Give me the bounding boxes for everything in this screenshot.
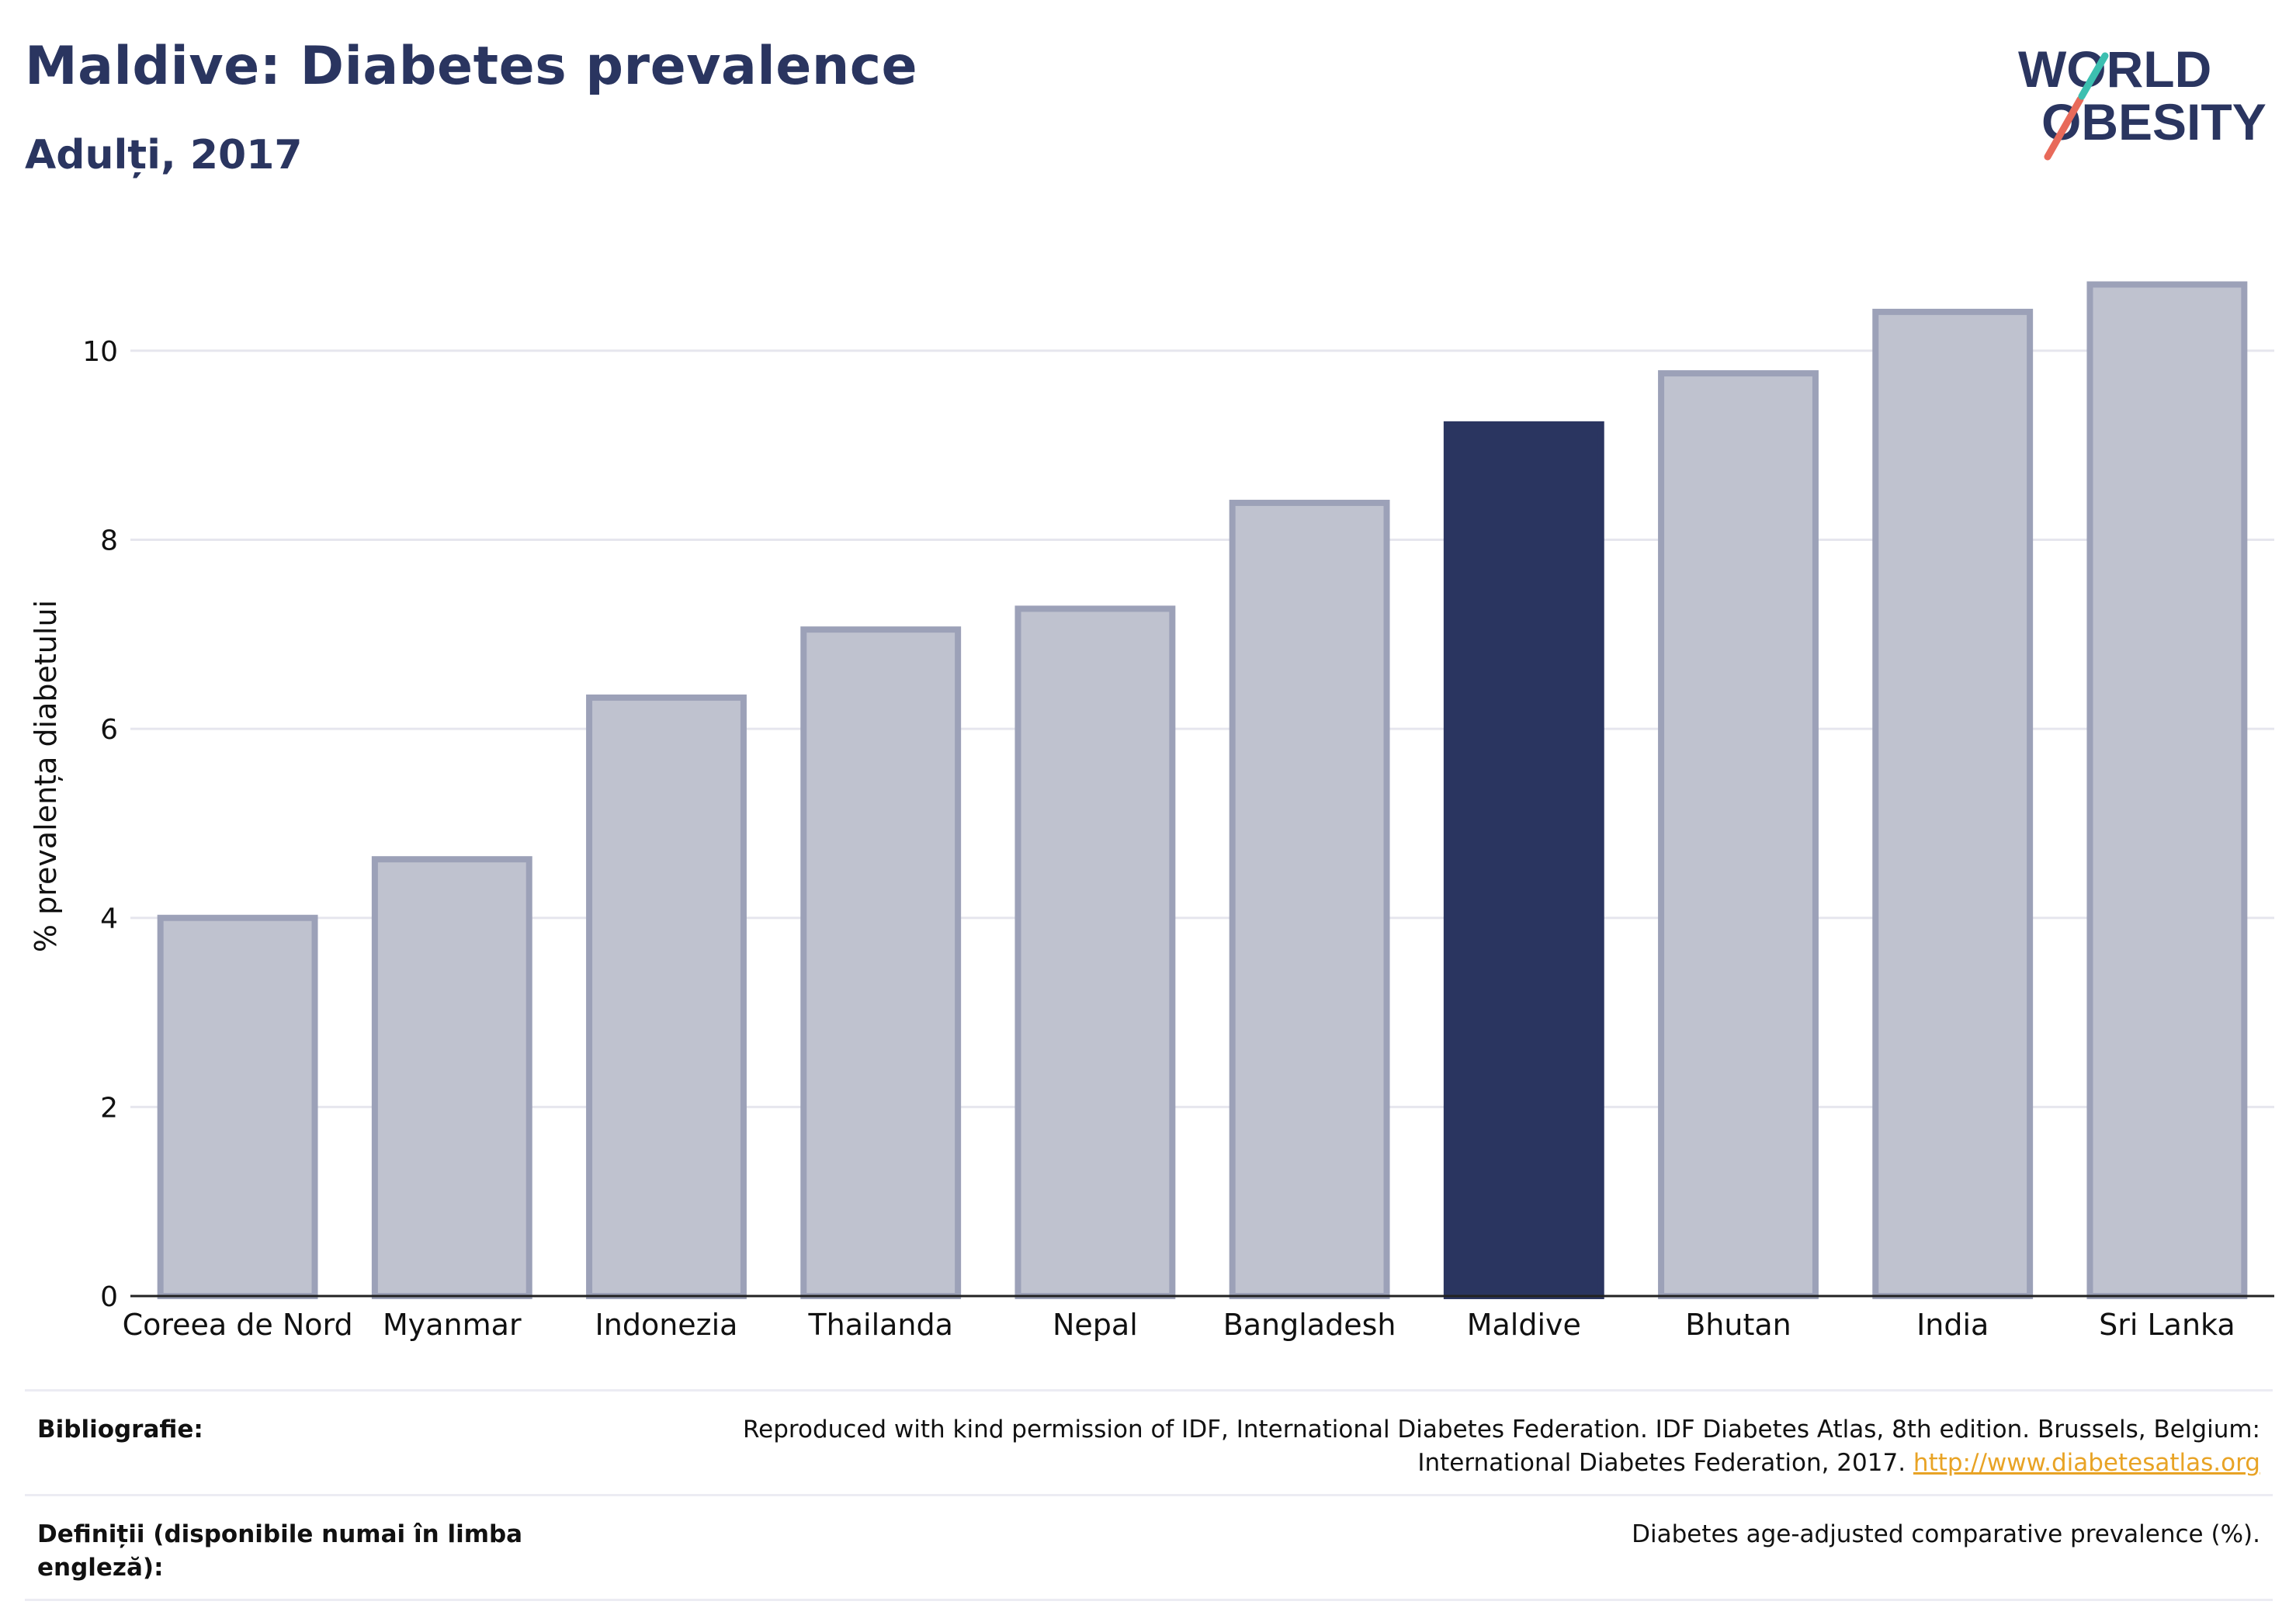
chart-footer: Bibliografie: Reproduced with kind permi…	[25, 1389, 2273, 1601]
bibliography-citation: Reproduced with kind permission of IDF, …	[743, 1416, 2260, 1477]
bar-bangladesh	[1229, 499, 1390, 1299]
bar-nepal	[1014, 605, 1176, 1299]
y-tick-label: 6	[100, 714, 118, 746]
definitions-text: Diabetes age-adjusted comparative preval…	[1632, 1520, 2260, 1548]
world-obesity-logo: WORLD OBESITY	[2018, 40, 2267, 161]
bar-maldive	[1443, 421, 1604, 1300]
definitions-label: Definiții (disponibile numai în limba en…	[37, 1520, 523, 1582]
x-tick-label: Myanmar	[383, 1308, 522, 1342]
x-tick-label: Indonezia	[595, 1308, 738, 1342]
bar-coreea-de-nord	[157, 914, 318, 1300]
bibliography-label: Bibliografie:	[37, 1416, 203, 1444]
y-tick-label: 0	[100, 1281, 118, 1313]
svg-text:WORLD: WORLD	[2018, 40, 2211, 98]
y-tick-label: 10	[82, 336, 118, 368]
x-tick-label: Maldive	[1467, 1308, 1581, 1342]
bibliography-text: Reproduced with kind permission of IDF, …	[591, 1413, 2260, 1480]
x-tick-label: Bhutan	[1685, 1308, 1791, 1342]
bar-sri-lanka	[2086, 281, 2248, 1300]
bar-india	[1872, 308, 2034, 1300]
y-axis-label: % prevalența diabetului	[29, 600, 63, 952]
bibliography-row: Bibliografie: Reproduced with kind permi…	[25, 1389, 2273, 1494]
y-tick-label: 2	[100, 1092, 118, 1124]
bar-thailanda	[800, 626, 962, 1299]
bibliography-link[interactable]: http://www.diabetesatlas.org	[1913, 1449, 2260, 1477]
bar-myanmar	[371, 856, 532, 1299]
y-tick-label: 4	[100, 903, 118, 935]
x-tick-label: India	[1916, 1308, 1989, 1342]
definitions-row: Definiții (disponibile numai în limba en…	[25, 1494, 2273, 1601]
bar-chart: 0 2 4 6 8 10 Coreea de Nord Myanmar Indonezia Tha…	[29, 281, 2274, 1342]
x-tick-label: Bangladesh	[1223, 1308, 1396, 1342]
x-tick-label: Sri Lanka	[2099, 1308, 2235, 1342]
y-tick-label: 8	[100, 525, 118, 556]
chart-subtitle: Adulți, 2017	[25, 132, 303, 178]
chart-title: Maldive: Diabetes prevalence	[25, 36, 918, 97]
x-tick-label: Coreea de Nord	[123, 1308, 353, 1342]
x-tick-label: Thailanda	[807, 1308, 952, 1342]
x-tick-label: Nepal	[1053, 1308, 1138, 1342]
bar-indonezia	[586, 694, 747, 1299]
bar-bhutan	[1658, 370, 1819, 1299]
